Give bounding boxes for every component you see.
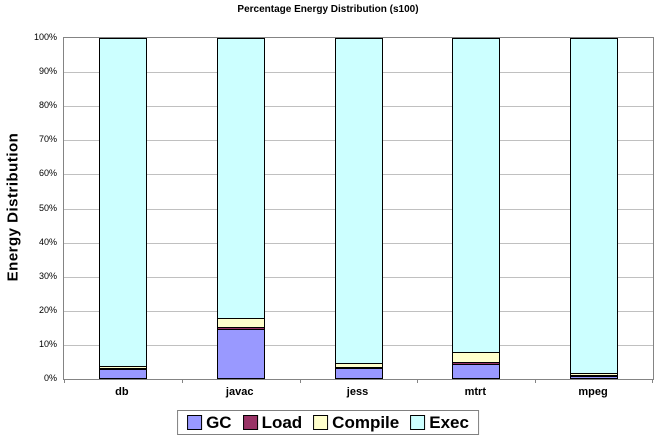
chart-title: Percentage Energy Distribution (s100) — [237, 4, 419, 15]
y-tick-label: 0% — [43, 373, 57, 383]
bar-segment-compile-mpeg — [570, 373, 619, 377]
x-label-db: db — [115, 386, 129, 398]
bar-segment-exec-javac — [216, 38, 265, 320]
bar-javac — [216, 38, 265, 379]
bar-segment-load-jess — [334, 368, 383, 370]
legend-swatch-compile — [313, 415, 329, 430]
bar-segment-exec-db — [98, 38, 147, 368]
bar-segment-exec-jess — [334, 38, 383, 364]
y-tick-label: 20% — [38, 304, 57, 315]
bar-segment-compile-db — [98, 367, 147, 370]
legend-swatch-load — [242, 415, 258, 430]
bar-db — [98, 38, 147, 379]
bar-segment-load-db — [98, 369, 147, 371]
legend-label-exec: Exec — [429, 413, 469, 432]
y-tick-label: 40% — [38, 236, 57, 247]
x-label-javac: javac — [225, 386, 254, 398]
bar-segment-load-javac — [216, 327, 265, 330]
x-label-mtrt: mtrt — [464, 386, 486, 398]
legend-swatch-gc — [187, 415, 203, 430]
bar-jess — [334, 38, 383, 379]
bar-segment-gc-db — [98, 370, 147, 379]
bar-segment-load-mtrt — [452, 363, 501, 365]
legend-label-compile: Compile — [332, 413, 400, 432]
bar-mtrt — [452, 38, 501, 379]
legend-label-gc: GC — [206, 413, 232, 432]
legend-item-compile: Compile — [313, 414, 399, 431]
y-tick-label: 90% — [38, 66, 57, 77]
legend-swatch-exec — [410, 415, 426, 430]
y-tick-label: 50% — [38, 202, 57, 213]
x-label-mpeg: mpeg — [578, 386, 608, 398]
legend-item-exec: Exec — [410, 414, 469, 431]
plot-area — [63, 37, 654, 383]
bar-segment-exec-mpeg — [570, 37, 619, 374]
bar-segment-gc-mtrt — [452, 364, 501, 379]
bar-segment-gc-javac — [216, 329, 265, 379]
x-axis-tick — [299, 379, 301, 383]
legend-label-load: Load — [261, 413, 303, 432]
bar-mpeg — [570, 37, 619, 379]
x-label-jess: jess — [346, 386, 369, 398]
y-tick-label: 30% — [38, 270, 57, 281]
bar-segment-load-mpeg — [570, 376, 619, 378]
bar-segment-gc-mpeg — [570, 377, 619, 379]
x-axis-labels: db javac jess mtrt mpeg — [63, 386, 652, 402]
bar-segment-compile-jess — [334, 363, 383, 369]
bar-segment-compile-mtrt — [452, 353, 501, 364]
x-axis-tick — [64, 379, 65, 383]
x-axis-tick — [535, 379, 537, 383]
legend: GC Load Compile Exec — [177, 410, 479, 435]
y-tick-label: 100% — [33, 32, 57, 42]
bar-segment-gc-jess — [334, 369, 383, 379]
y-axis-tick-labels: 0% 10% 20% 30% 40% 50% 60% 70% 80% 90% 100% — [0, 33, 57, 383]
x-axis-tick — [417, 379, 419, 383]
x-axis-tick — [181, 379, 183, 383]
y-tick-label: 70% — [38, 134, 57, 145]
bar-segment-compile-javac — [216, 319, 265, 328]
legend-item-gc: GC — [187, 414, 232, 431]
legend-item-load: Load — [242, 413, 303, 432]
y-tick-label: 60% — [38, 168, 57, 179]
y-tick-label: 80% — [38, 100, 57, 111]
x-axis-tick — [652, 379, 653, 383]
y-tick-label: 10% — [38, 338, 57, 349]
bar-segment-exec-mtrt — [452, 38, 501, 354]
